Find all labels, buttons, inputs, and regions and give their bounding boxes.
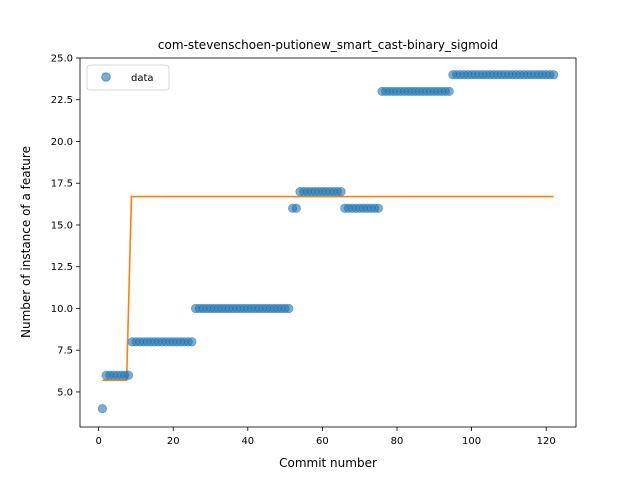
y-tick-label: 5.0 bbox=[57, 387, 73, 398]
data-point bbox=[123, 370, 134, 380]
data-point bbox=[97, 404, 107, 414]
fit-line bbox=[102, 195, 554, 382]
legend-label: data bbox=[131, 73, 154, 84]
data-point bbox=[444, 86, 454, 96]
y-tick-label: 17.5 bbox=[51, 179, 73, 190]
x-tick-label: 20 bbox=[167, 436, 180, 447]
y-tick-label: 7.5 bbox=[57, 346, 73, 357]
x-tick-label: 100 bbox=[462, 436, 481, 447]
x-tick-label: 0 bbox=[95, 436, 101, 447]
fit-line-layer bbox=[102, 195, 554, 382]
x-tick-label: 120 bbox=[537, 436, 556, 447]
data-point bbox=[373, 203, 383, 213]
y-tick-label: 12.5 bbox=[51, 262, 73, 273]
y-axis-label: Number of instance of a feature bbox=[19, 146, 33, 338]
axes-frame bbox=[79, 57, 577, 428]
x-tick-label: 40 bbox=[241, 436, 254, 447]
legend: data bbox=[86, 64, 170, 91]
legend-box bbox=[86, 64, 170, 91]
y-tick-label: 15.0 bbox=[51, 220, 73, 231]
data-point bbox=[284, 303, 294, 314]
data-point bbox=[187, 337, 197, 347]
data-point bbox=[291, 203, 301, 213]
x-axis-label: Commit number bbox=[279, 456, 377, 470]
legend-marker bbox=[101, 72, 111, 82]
y-tick-label: 20.0 bbox=[51, 137, 73, 148]
data-point bbox=[336, 186, 346, 197]
y-axis: 5.0 7.5 10.0 12.5 15.0 17.5 20.0 22.5 25.0 bbox=[51, 54, 80, 398]
x-axis: 0 20 40 60 80 100 120 bbox=[95, 427, 556, 447]
data-point bbox=[549, 70, 559, 80]
x-tick-label: 60 bbox=[316, 436, 329, 447]
y-tick-label: 10.0 bbox=[51, 304, 73, 315]
data-points-layer bbox=[97, 70, 559, 414]
chart-title: com-stevenschoen-putionew_smart_cast-bin… bbox=[158, 38, 498, 52]
y-tick-label: 22.5 bbox=[51, 95, 73, 106]
y-tick-label: 25.0 bbox=[51, 54, 73, 65]
x-tick-label: 80 bbox=[391, 436, 404, 447]
